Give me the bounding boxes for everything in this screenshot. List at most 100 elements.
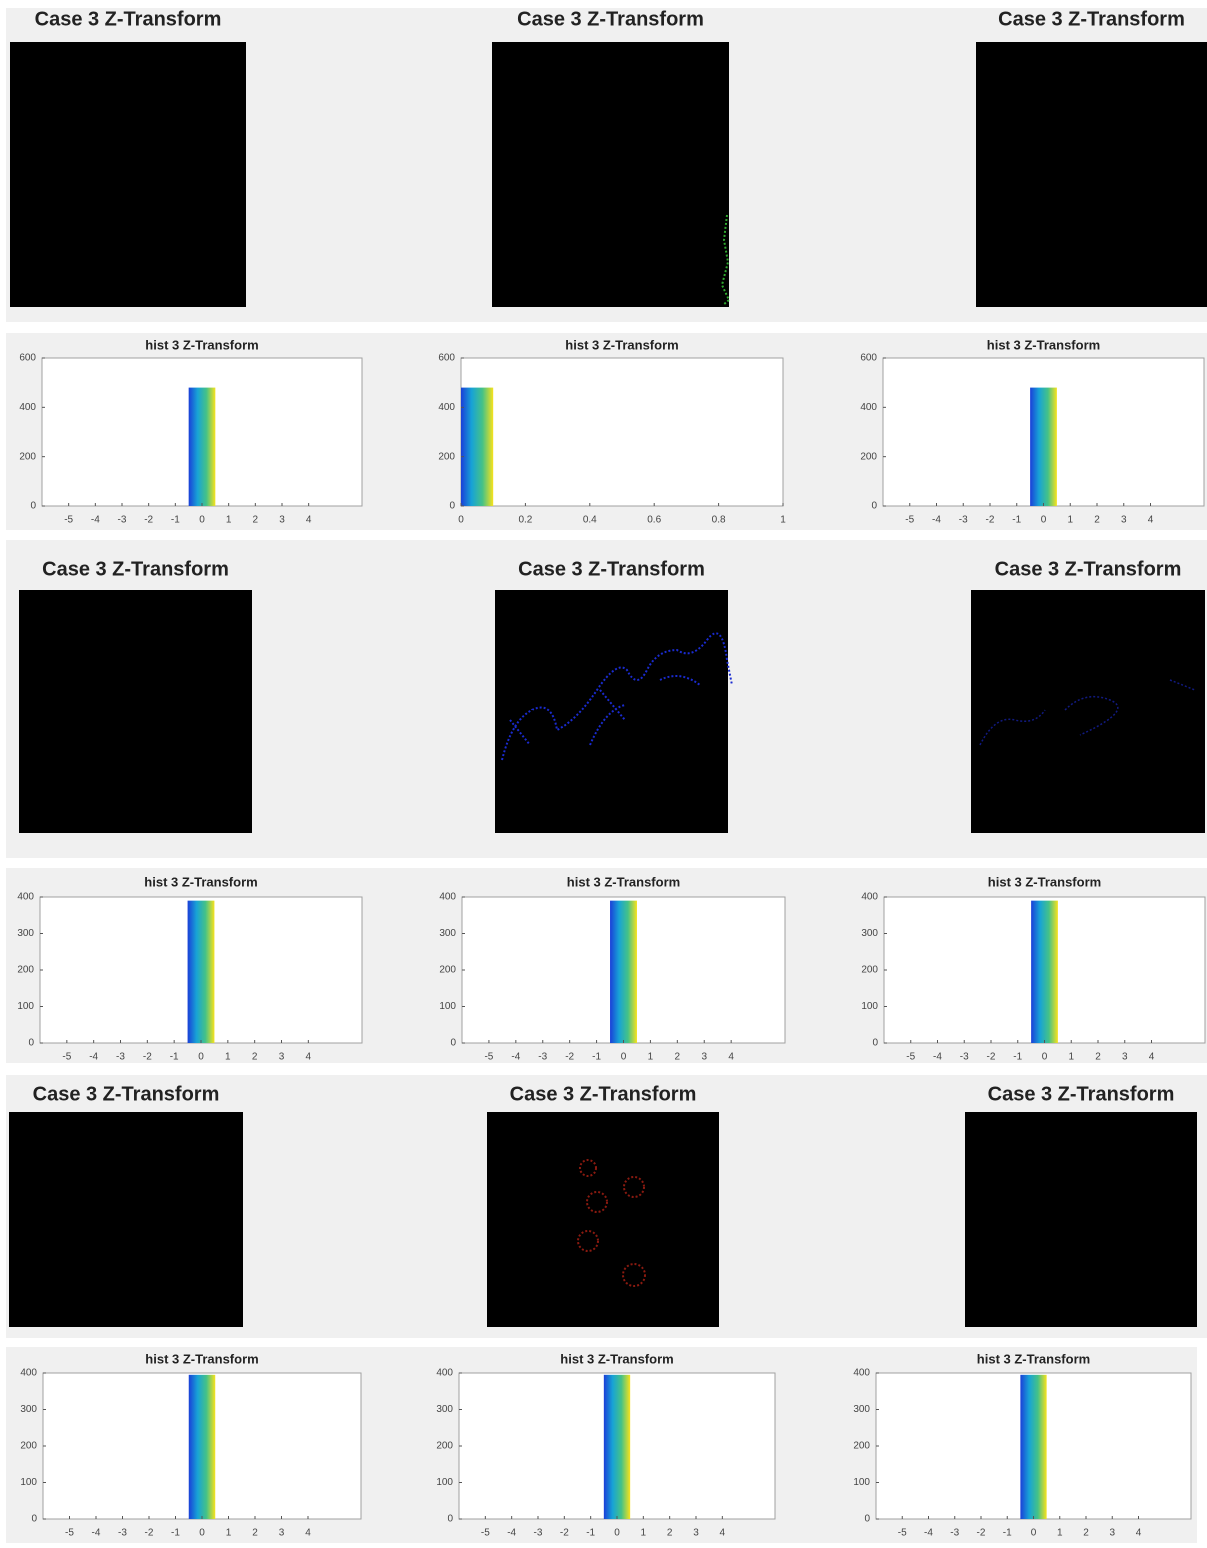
y-tick-label: 400 bbox=[438, 402, 455, 413]
histogram-bar bbox=[604, 1375, 630, 1519]
y-tick-label: 200 bbox=[17, 965, 34, 976]
image-title: Case 3 Z-Transform bbox=[988, 1083, 1175, 1105]
x-tick-label: 2 bbox=[1094, 515, 1100, 526]
x-tick-label: -1 bbox=[586, 1528, 595, 1539]
hist-title: hist 3 Z-Transform bbox=[560, 1351, 673, 1366]
x-tick-label: -5 bbox=[65, 1528, 74, 1539]
y-tick-label: 100 bbox=[436, 1477, 453, 1488]
x-tick-label: -1 bbox=[171, 515, 180, 526]
image-title: Case 3 Z-Transform bbox=[518, 558, 705, 580]
y-tick-label: 400 bbox=[17, 892, 34, 903]
y-tick-label: 200 bbox=[436, 1441, 453, 1452]
y-tick-label: 100 bbox=[439, 1001, 456, 1012]
image-title: Case 3 Z-Transform bbox=[33, 1083, 220, 1105]
y-tick-label: 0 bbox=[447, 1514, 453, 1525]
y-tick-label: 100 bbox=[17, 1001, 34, 1012]
x-tick-label: 2 bbox=[253, 515, 259, 526]
y-tick-label: 0 bbox=[871, 501, 877, 512]
page: {"chart_data": [ {"type": "image", "titl… bbox=[0, 0, 1207, 1543]
x-tick-label: -3 bbox=[118, 515, 127, 526]
x-tick-label: 2 bbox=[1095, 1052, 1101, 1063]
x-tick-label: 0 bbox=[199, 515, 205, 526]
image bbox=[492, 42, 729, 307]
x-tick-label: 3 bbox=[279, 515, 285, 526]
x-tick-label: -4 bbox=[92, 1528, 101, 1539]
y-tick-label: 600 bbox=[438, 353, 455, 364]
x-tick-label: 0.6 bbox=[647, 515, 661, 526]
x-tick-label: 4 bbox=[1136, 1528, 1142, 1539]
x-tick-label: 0.8 bbox=[712, 515, 726, 526]
x-tick-label: 4 bbox=[305, 1528, 311, 1539]
x-tick-label: 4 bbox=[306, 1052, 312, 1063]
histogram-bar bbox=[189, 1375, 216, 1519]
y-tick-label: 200 bbox=[19, 451, 36, 462]
x-tick-label: -2 bbox=[565, 1052, 574, 1063]
x-tick-label: 0 bbox=[621, 1052, 627, 1063]
x-tick-label: 0.4 bbox=[583, 515, 597, 526]
x-tick-label: -3 bbox=[118, 1528, 127, 1539]
x-tick-label: 0 bbox=[458, 515, 464, 526]
x-tick-label: 1 bbox=[1057, 1528, 1063, 1539]
x-tick-label: 4 bbox=[1148, 515, 1154, 526]
x-tick-label: 4 bbox=[306, 515, 312, 526]
histogram-bar bbox=[1031, 901, 1058, 1043]
histogram-bar bbox=[461, 388, 493, 506]
x-tick-label: 4 bbox=[1149, 1052, 1155, 1063]
y-tick-label: 200 bbox=[439, 965, 456, 976]
histogram-bar bbox=[1020, 1375, 1046, 1519]
image bbox=[9, 1112, 243, 1327]
hist-title: hist 3 Z-Transform bbox=[145, 1351, 258, 1366]
histogram-bar bbox=[610, 901, 637, 1043]
x-tick-label: -4 bbox=[91, 515, 100, 526]
x-tick-label: -5 bbox=[62, 1052, 71, 1063]
hist-title: hist 3 Z-Transform bbox=[145, 337, 258, 352]
y-tick-label: 300 bbox=[853, 1404, 870, 1415]
x-tick-label: -4 bbox=[932, 515, 941, 526]
x-tick-label: -2 bbox=[987, 1052, 996, 1063]
x-tick-label: -4 bbox=[89, 1052, 98, 1063]
x-tick-label: 1 bbox=[226, 1528, 232, 1539]
y-tick-label: 100 bbox=[20, 1477, 37, 1488]
x-tick-label: -1 bbox=[1003, 1528, 1012, 1539]
x-tick-label: 3 bbox=[1121, 515, 1127, 526]
x-tick-label: 3 bbox=[1109, 1528, 1115, 1539]
x-tick-label: -3 bbox=[959, 515, 968, 526]
x-tick-label: 0 bbox=[198, 1052, 204, 1063]
x-tick-label: 1 bbox=[1068, 1052, 1074, 1063]
x-tick-label: -3 bbox=[538, 1052, 547, 1063]
x-tick-label: 0.2 bbox=[518, 515, 532, 526]
y-tick-label: 200 bbox=[853, 1441, 870, 1452]
x-tick-label: -4 bbox=[924, 1528, 933, 1539]
y-tick-label: 300 bbox=[439, 928, 456, 939]
histogram-bar bbox=[188, 901, 215, 1043]
image-title: Case 3 Z-Transform bbox=[517, 8, 704, 30]
y-tick-label: 0 bbox=[449, 501, 455, 512]
x-tick-label: -5 bbox=[906, 1052, 915, 1063]
image bbox=[487, 1112, 719, 1327]
y-tick-label: 200 bbox=[860, 451, 877, 462]
x-tick-label: 0 bbox=[1042, 1052, 1048, 1063]
image bbox=[965, 1112, 1197, 1327]
image bbox=[10, 42, 246, 307]
x-tick-label: 4 bbox=[728, 1052, 734, 1063]
x-tick-label: 0 bbox=[614, 1528, 620, 1539]
y-tick-label: 600 bbox=[19, 353, 36, 364]
y-tick-label: 0 bbox=[450, 1038, 456, 1049]
figure: Case 3 Z-Transform Case 3 Z-Transform Case… bbox=[0, 0, 1207, 1543]
x-tick-label: 1 bbox=[641, 1528, 647, 1539]
y-tick-label: 600 bbox=[860, 353, 877, 364]
hist-title: hist 3 Z-Transform bbox=[565, 337, 678, 352]
plot-area bbox=[461, 358, 783, 506]
y-tick-label: 200 bbox=[20, 1441, 37, 1452]
x-tick-label: 2 bbox=[252, 1528, 258, 1539]
x-tick-label: -1 bbox=[1012, 515, 1021, 526]
y-tick-label: 400 bbox=[20, 1368, 37, 1379]
x-tick-label: 1 bbox=[1067, 515, 1073, 526]
x-tick-label: 0 bbox=[1031, 1528, 1037, 1539]
image-title: Case 3 Z-Transform bbox=[998, 8, 1185, 30]
x-tick-label: 2 bbox=[252, 1052, 258, 1063]
x-tick-label: 3 bbox=[279, 1052, 285, 1063]
y-tick-label: 400 bbox=[861, 892, 878, 903]
x-tick-label: 1 bbox=[648, 1052, 654, 1063]
image bbox=[19, 590, 252, 833]
